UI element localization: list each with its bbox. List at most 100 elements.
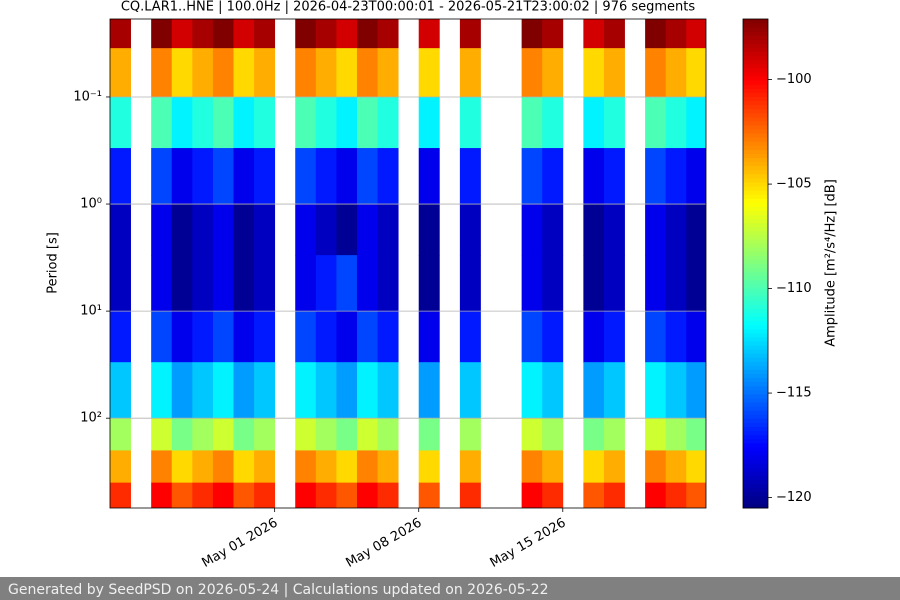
- heatmap-cell: [645, 482, 667, 508]
- heatmap-cell: [192, 482, 214, 508]
- colorbar-swatch: [743, 296, 768, 301]
- colorbar-swatch: [743, 169, 768, 175]
- colorbar-tick-label: −110: [776, 281, 812, 296]
- heatmap-cell: [233, 311, 255, 363]
- colorbar-tick-label: −115: [776, 386, 812, 401]
- heatmap-cell: [356, 255, 378, 312]
- heatmap-cell: [377, 255, 399, 312]
- colorbar-swatch: [743, 263, 768, 269]
- heatmap-cell: [254, 204, 276, 256]
- heatmap-cell: [192, 96, 214, 149]
- heatmap-cell: [665, 148, 687, 205]
- heatmap-cell: [295, 96, 317, 149]
- heatmap-cell: [192, 204, 214, 256]
- colorbar-swatch: [743, 332, 768, 338]
- heatmap-cell: [212, 362, 234, 419]
- colorbar-swatch: [743, 279, 768, 285]
- heatmap-cell: [645, 450, 667, 484]
- heatmap-cell: [542, 204, 564, 256]
- colorbar-swatch: [743, 145, 768, 150]
- heatmap-cell: [583, 19, 605, 49]
- heatmap-cell: [110, 255, 131, 312]
- colorbar-swatch: [743, 471, 768, 476]
- heatmap-cell: [151, 311, 173, 363]
- heatmap-cell: [171, 255, 193, 312]
- colorbar-swatch: [743, 312, 768, 317]
- heatmap-cell: [377, 450, 399, 484]
- heatmap-cell: [542, 255, 564, 312]
- colorbar-swatch: [743, 76, 768, 81]
- heatmap-cell: [295, 362, 317, 419]
- heatmap-cell: [254, 362, 276, 419]
- heatmap-cell: [356, 362, 378, 419]
- heatmap-cell: [645, 19, 667, 49]
- colorbar-swatch: [743, 230, 768, 236]
- heatmap-cell: [603, 19, 625, 49]
- colorbar-swatch: [743, 292, 768, 297]
- colorbar-swatch: [743, 300, 768, 305]
- heatmap-cell: [583, 48, 605, 98]
- heatmap-cell: [212, 148, 234, 205]
- heatmap-cell: [315, 19, 337, 49]
- colorbar-swatch: [743, 459, 768, 464]
- colorbar-swatch: [743, 157, 768, 163]
- heatmap-cell: [171, 311, 193, 363]
- heatmap-cell: [110, 148, 131, 205]
- colorbar-swatch: [743, 27, 768, 32]
- heatmap-cell: [542, 48, 564, 98]
- heatmap-cell: [645, 362, 667, 419]
- heatmap-cell: [645, 96, 667, 149]
- x-tick-label: May 08 2026: [344, 516, 425, 571]
- heatmap-cell: [336, 418, 358, 451]
- colorbar-swatch: [743, 467, 768, 472]
- heatmap-cell: [151, 148, 173, 205]
- heatmap-cell: [295, 482, 317, 508]
- colorbar-swatch: [743, 430, 768, 436]
- heatmap-cell: [459, 148, 481, 205]
- heatmap-cell: [336, 96, 358, 149]
- colorbar-swatch: [743, 389, 768, 395]
- heatmap-cell: [377, 96, 399, 149]
- heatmap-cell: [418, 19, 440, 49]
- heatmap-cell: [583, 482, 605, 508]
- heatmap-cell: [212, 204, 234, 256]
- heatmap-cell: [212, 311, 234, 363]
- heatmap-cell: [521, 311, 543, 363]
- heatmap-cell: [192, 362, 214, 419]
- heatmap-cell: [254, 311, 276, 363]
- heatmap-cell: [295, 204, 317, 256]
- colorbar-swatch: [743, 503, 768, 509]
- heatmap-cell: [583, 96, 605, 149]
- heatmap-cell: [459, 255, 481, 312]
- heatmap-cell: [254, 96, 276, 149]
- heatmap-cell: [665, 255, 687, 312]
- heatmap-cell: [171, 96, 193, 149]
- heatmap-cell: [212, 450, 234, 484]
- colorbar-swatch: [743, 206, 768, 212]
- heatmap-cell: [686, 96, 706, 149]
- colorbar-swatch: [743, 51, 768, 57]
- heatmap-cell: [254, 19, 276, 49]
- colorbar-swatch: [743, 438, 768, 444]
- heatmap-cell: [356, 148, 378, 205]
- heatmap-cell: [603, 482, 625, 508]
- heatmap-cell: [315, 48, 337, 98]
- colorbar-swatch: [743, 63, 768, 69]
- colorbar-swatch: [743, 71, 768, 77]
- heatmap-cell: [418, 204, 440, 256]
- heatmap-cell: [171, 48, 193, 98]
- colorbar-swatch: [743, 373, 768, 379]
- heatmap-cell: [686, 48, 706, 98]
- heatmap-cell: [254, 482, 276, 508]
- colorbar-frame: [742, 18, 769, 509]
- colorbar-swatch: [743, 361, 768, 366]
- heatmap-cell: [418, 450, 440, 484]
- heatmap-cell: [336, 204, 358, 256]
- colorbar-swatch: [743, 316, 768, 322]
- colorbar-swatch: [743, 19, 768, 24]
- heatmap-cell: [686, 362, 706, 419]
- heatmap-cell: [459, 418, 481, 451]
- heatmap-cell: [110, 362, 131, 419]
- heatmap-cell: [459, 311, 481, 363]
- colorbar-swatch: [743, 402, 768, 407]
